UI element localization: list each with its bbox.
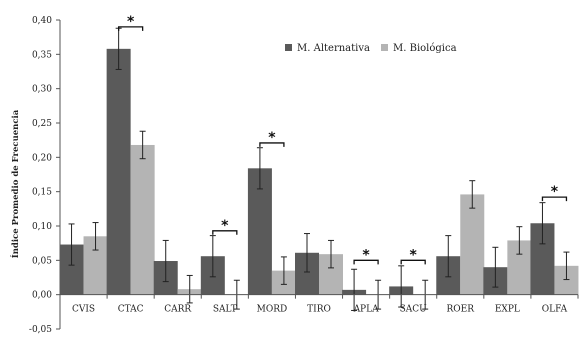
y-tick-label: 0,05 — [32, 256, 52, 266]
significance-bracket — [212, 230, 238, 235]
x-tick-label: CVIS — [72, 305, 95, 315]
y-tick-label: -0,05 — [29, 325, 52, 335]
y-tick-label: 0,25 — [32, 119, 52, 129]
x-tick-label: TIRO — [307, 305, 331, 315]
y-tick-label: 0,15 — [32, 188, 52, 198]
bar-ctac-alternativa — [106, 48, 131, 295]
significance-bracket — [400, 259, 426, 265]
y-axis: -0,05 0,00 0,05 0,10 0,15 0,20 0,25 0,30 0,35 0,4… — [29, 16, 61, 335]
y-axis-label: Índice Promedio de Frecuencia — [9, 109, 21, 258]
significance-star: * — [362, 247, 370, 263]
y-tick-label: 0,10 — [32, 222, 52, 232]
x-tick-label: SACU — [400, 305, 428, 315]
significance-bracket — [259, 142, 285, 147]
x-tick-label: SALT — [213, 305, 237, 315]
bar-ctac-biologica — [130, 144, 155, 295]
significance-star: * — [221, 218, 229, 234]
legend: M. Alternativa M. Biológica — [285, 43, 457, 54]
x-tick-label: ROER — [447, 305, 475, 315]
x-tick-label: EXPL — [495, 305, 520, 315]
y-tick-label: 0,20 — [32, 153, 52, 163]
significance-star: * — [127, 14, 135, 30]
x-tick-label: CARR — [164, 305, 191, 315]
x-tick-label: MORD — [257, 305, 288, 315]
y-tick-label: 0,00 — [32, 291, 52, 301]
significance-bracket — [117, 26, 144, 31]
x-axis: CVIS CTAC CARR SALT MORD TIRO APLA SACU ROER EXPL… — [59, 294, 579, 315]
legend-swatch-biologica — [381, 44, 388, 51]
legend-swatch-alternativa — [285, 44, 292, 51]
y-tick-label: 0,30 — [32, 85, 52, 95]
significance-bracket — [353, 259, 379, 265]
legend-label-alternativa: M. Alternativa — [297, 43, 370, 54]
significance-star: * — [551, 184, 559, 200]
x-tick-label: CTAC — [118, 305, 144, 315]
significance-star: * — [268, 130, 276, 146]
error-bars — [68, 27, 570, 311]
legend-label-biologica: M. Biológica — [393, 43, 457, 54]
y-tick-label: 0,40 — [32, 16, 52, 26]
x-tick-label: APLA — [353, 305, 380, 315]
significance-star: * — [410, 247, 418, 263]
bar-roer-biologica — [460, 194, 485, 295]
bars — [59, 48, 579, 295]
x-tick-label: OLFA — [542, 305, 568, 315]
significance-bracket — [541, 196, 568, 202]
significance-marks: * * * * * * — [117, 14, 568, 265]
y-tick-label: 0,35 — [32, 50, 52, 60]
